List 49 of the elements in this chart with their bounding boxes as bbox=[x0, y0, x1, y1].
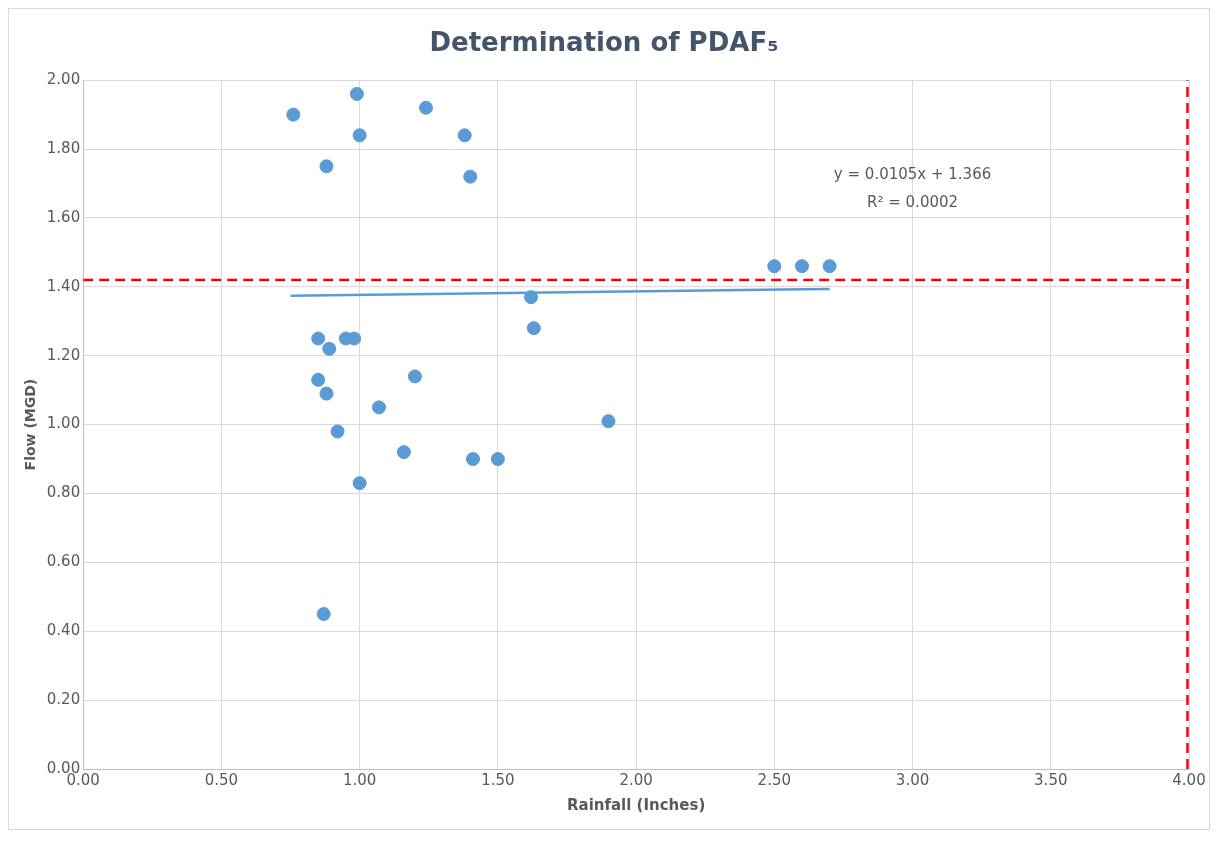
x-tick-label: 1.50 bbox=[481, 770, 515, 789]
y-tick-label: 0.40 bbox=[46, 621, 81, 640]
point bbox=[286, 107, 301, 122]
point bbox=[372, 400, 386, 415]
chart-title: Determination of PDAF₅ bbox=[429, 27, 779, 58]
point bbox=[407, 369, 422, 384]
y-tick-label: 1.80 bbox=[46, 138, 81, 157]
y-tick-label: 1.00 bbox=[46, 414, 81, 433]
point bbox=[822, 259, 837, 274]
point bbox=[526, 321, 541, 336]
point bbox=[352, 128, 367, 143]
y-tick-label: 0.60 bbox=[46, 552, 81, 571]
x-tick-label: 1.00 bbox=[342, 770, 377, 789]
point bbox=[794, 259, 809, 274]
point bbox=[319, 159, 334, 174]
point bbox=[457, 128, 472, 143]
point bbox=[347, 331, 362, 346]
y-tick-label: 1.40 bbox=[46, 276, 81, 295]
point bbox=[352, 476, 367, 491]
point bbox=[463, 169, 478, 184]
x-tick-label: 0.50 bbox=[204, 770, 239, 789]
annotation: R² = 0.0002 bbox=[867, 193, 959, 212]
point bbox=[311, 331, 326, 346]
x-tick-label: 3.50 bbox=[1034, 770, 1068, 789]
x-tick-label: 2.50 bbox=[757, 770, 792, 789]
point bbox=[349, 86, 364, 101]
y-tick-label: 1.20 bbox=[46, 345, 81, 364]
y-tick-label: 0.20 bbox=[46, 690, 81, 709]
point bbox=[767, 259, 782, 274]
point bbox=[396, 445, 411, 460]
point bbox=[319, 386, 334, 401]
point bbox=[330, 424, 345, 439]
y-tick-label: 2.00 bbox=[46, 70, 81, 89]
x-tick-label: 4.00 bbox=[1172, 770, 1206, 789]
annotation: y = 0.0105x + 1.366 bbox=[833, 165, 992, 184]
point bbox=[490, 452, 505, 467]
point bbox=[316, 607, 331, 622]
y-tick-label: 1.60 bbox=[46, 207, 81, 226]
point bbox=[322, 341, 337, 356]
x-tick-label: 3.00 bbox=[895, 770, 930, 789]
y-axis-title: Flow (MGD) bbox=[22, 378, 39, 471]
point bbox=[524, 290, 539, 305]
y-tick-label: 0.80 bbox=[46, 483, 81, 502]
x-axis-title: Rainfall (Inches) bbox=[566, 795, 706, 814]
point bbox=[465, 452, 480, 467]
x-tick-label: 2.00 bbox=[619, 770, 653, 789]
point bbox=[419, 100, 433, 115]
point bbox=[311, 372, 326, 387]
point bbox=[601, 414, 616, 429]
